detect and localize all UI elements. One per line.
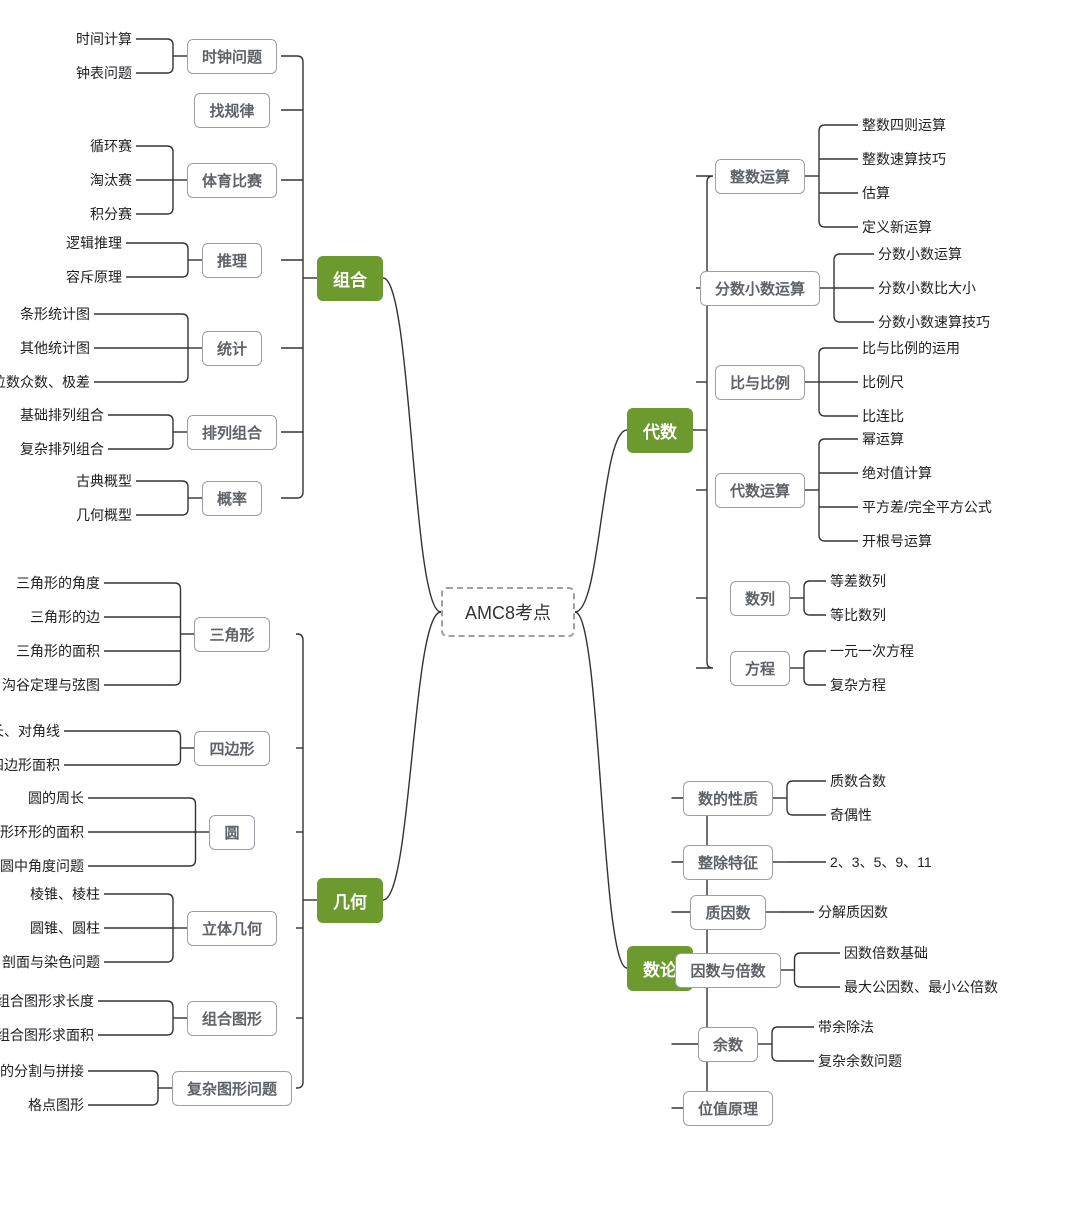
leaf-intop-3: 定义新运算 [862, 217, 932, 237]
sub-prob: 概率 [202, 481, 262, 516]
sub-clock: 时钟问题 [187, 39, 277, 74]
leaf-combfig-1: 组合图形求面积 [0, 1025, 94, 1045]
leaf-tri-2: 三角形的面积 [16, 641, 100, 661]
main-algebra: 代数 [627, 408, 693, 453]
leaf-algop-0: 幂运算 [862, 429, 904, 449]
leaf-intop-1: 整数速算技巧 [862, 149, 946, 169]
leaf-remainder-1: 复杂余数问题 [818, 1051, 902, 1071]
leaf-factmult-0: 因数倍数基础 [844, 943, 928, 963]
leaf-fracdec-0: 分数小数运算 [878, 244, 962, 264]
leaf-divrule-0: 2、3、5、9、11 [830, 852, 932, 872]
sub-permcomb: 排列组合 [187, 415, 277, 450]
sub-seq: 数列 [730, 581, 790, 616]
leaf-primefac-0: 分解质因数 [818, 902, 888, 922]
sub-remainder: 余数 [698, 1027, 758, 1062]
sub-intop: 整数运算 [715, 159, 805, 194]
leaf-ratio-2: 比连比 [862, 406, 904, 426]
sub-stats: 统计 [202, 331, 262, 366]
sub-solid: 立体几何 [187, 911, 277, 946]
sub-algop: 代数运算 [715, 473, 805, 508]
leaf-permcomb-1: 复杂排列组合 [20, 439, 104, 459]
sub-sports: 体育比赛 [187, 163, 277, 198]
leaf-circle-2: 圆中角度问题 [0, 856, 84, 876]
leaf-ratio-0: 比与比例的运用 [862, 338, 960, 358]
main-combo: 组合 [317, 256, 383, 301]
leaf-clock-1: 钟表问题 [76, 63, 132, 83]
leaf-tri-3: 沟谷定理与弦图 [2, 675, 100, 695]
leaf-prob-1: 几何概型 [76, 505, 132, 525]
leaf-eqn-0: 一元一次方程 [830, 641, 914, 661]
sub-reason: 推理 [202, 243, 262, 278]
leaf-prob-0: 古典概型 [76, 471, 132, 491]
leaf-tri-0: 三角形的角度 [16, 573, 100, 593]
leaf-quad-0: 四边形边长、周长、对角线 [0, 721, 60, 741]
leaf-algop-3: 开根号运算 [862, 531, 932, 551]
leaf-permcomb-0: 基础排列组合 [20, 405, 104, 425]
leaf-sports-0: 循环赛 [90, 136, 132, 156]
sub-ratio: 比与比例 [715, 365, 805, 400]
leaf-combfig-0: 组合图形求长度 [0, 991, 94, 1011]
leaf-fracdec-2: 分数小数速算技巧 [878, 312, 990, 332]
leaf-eqn-1: 复杂方程 [830, 675, 886, 695]
sub-complex: 复杂图形问题 [172, 1071, 292, 1106]
sub-numprop: 数的性质 [683, 781, 773, 816]
sub-combfig: 组合图形 [187, 1001, 277, 1036]
leaf-algop-2: 平方差/完全平方公式 [862, 497, 992, 517]
mindmap-canvas: AMC8考点组合几何代数数论时钟问题时间计算钟表问题找规律体育比赛循环赛淘汰赛积… [0, 0, 1080, 1210]
leaf-stats-1: 其他统计图 [20, 338, 90, 358]
sub-pattern: 找规律 [194, 93, 269, 128]
sub-circle: 圆 [209, 815, 254, 850]
sub-quad: 四边形 [194, 731, 269, 766]
leaf-solid-1: 圆锥、圆柱 [30, 918, 100, 938]
leaf-algop-1: 绝对值计算 [862, 463, 932, 483]
leaf-factmult-1: 最大公因数、最小公倍数 [844, 977, 998, 997]
leaf-remainder-0: 带余除法 [818, 1017, 874, 1037]
leaf-numprop-1: 奇偶性 [830, 805, 872, 825]
leaf-sports-1: 淘汰赛 [90, 170, 132, 190]
leaf-intop-0: 整数四则运算 [862, 115, 946, 135]
leaf-seq-1: 等比数列 [830, 605, 886, 625]
leaf-numprop-0: 质数合数 [830, 771, 886, 791]
leaf-tri-1: 三角形的边 [30, 607, 100, 627]
leaf-complex-0: 图形的分割与拼接 [0, 1061, 84, 1081]
root-node: AMC8考点 [441, 587, 575, 637]
sub-primefac: 质因数 [690, 895, 765, 930]
leaf-reason-1: 容斥原理 [66, 267, 122, 287]
leaf-intop-2: 估算 [862, 183, 890, 203]
leaf-circle-0: 圆的周长 [28, 788, 84, 808]
sub-eqn: 方程 [730, 651, 790, 686]
leaf-stats-0: 条形统计图 [20, 304, 90, 324]
leaf-seq-0: 等差数列 [830, 571, 886, 591]
sub-placeval: 位值原理 [683, 1091, 773, 1126]
leaf-fracdec-1: 分数小数比大小 [878, 278, 976, 298]
leaf-circle-1: 圆、扇形环形的面积 [0, 822, 84, 842]
leaf-solid-0: 棱锥、棱柱 [30, 884, 100, 904]
sub-tri: 三角形 [194, 617, 269, 652]
leaf-sports-2: 积分赛 [90, 204, 132, 224]
leaf-reason-0: 逻辑推理 [66, 233, 122, 253]
sub-factmult: 因数与倍数 [675, 953, 780, 988]
leaf-stats-2: 平均数中位数众数、极差 [0, 372, 90, 392]
leaf-clock-0: 时间计算 [76, 29, 132, 49]
sub-divrule: 整除特征 [683, 845, 773, 880]
leaf-complex-1: 格点图形 [28, 1095, 84, 1115]
main-geometry: 几何 [317, 878, 383, 923]
leaf-solid-2: 剖面与染色问题 [2, 952, 100, 972]
leaf-ratio-1: 比例尺 [862, 372, 904, 392]
leaf-quad-1: 四边形面积 [0, 755, 60, 775]
sub-fracdec: 分数小数运算 [700, 271, 820, 306]
